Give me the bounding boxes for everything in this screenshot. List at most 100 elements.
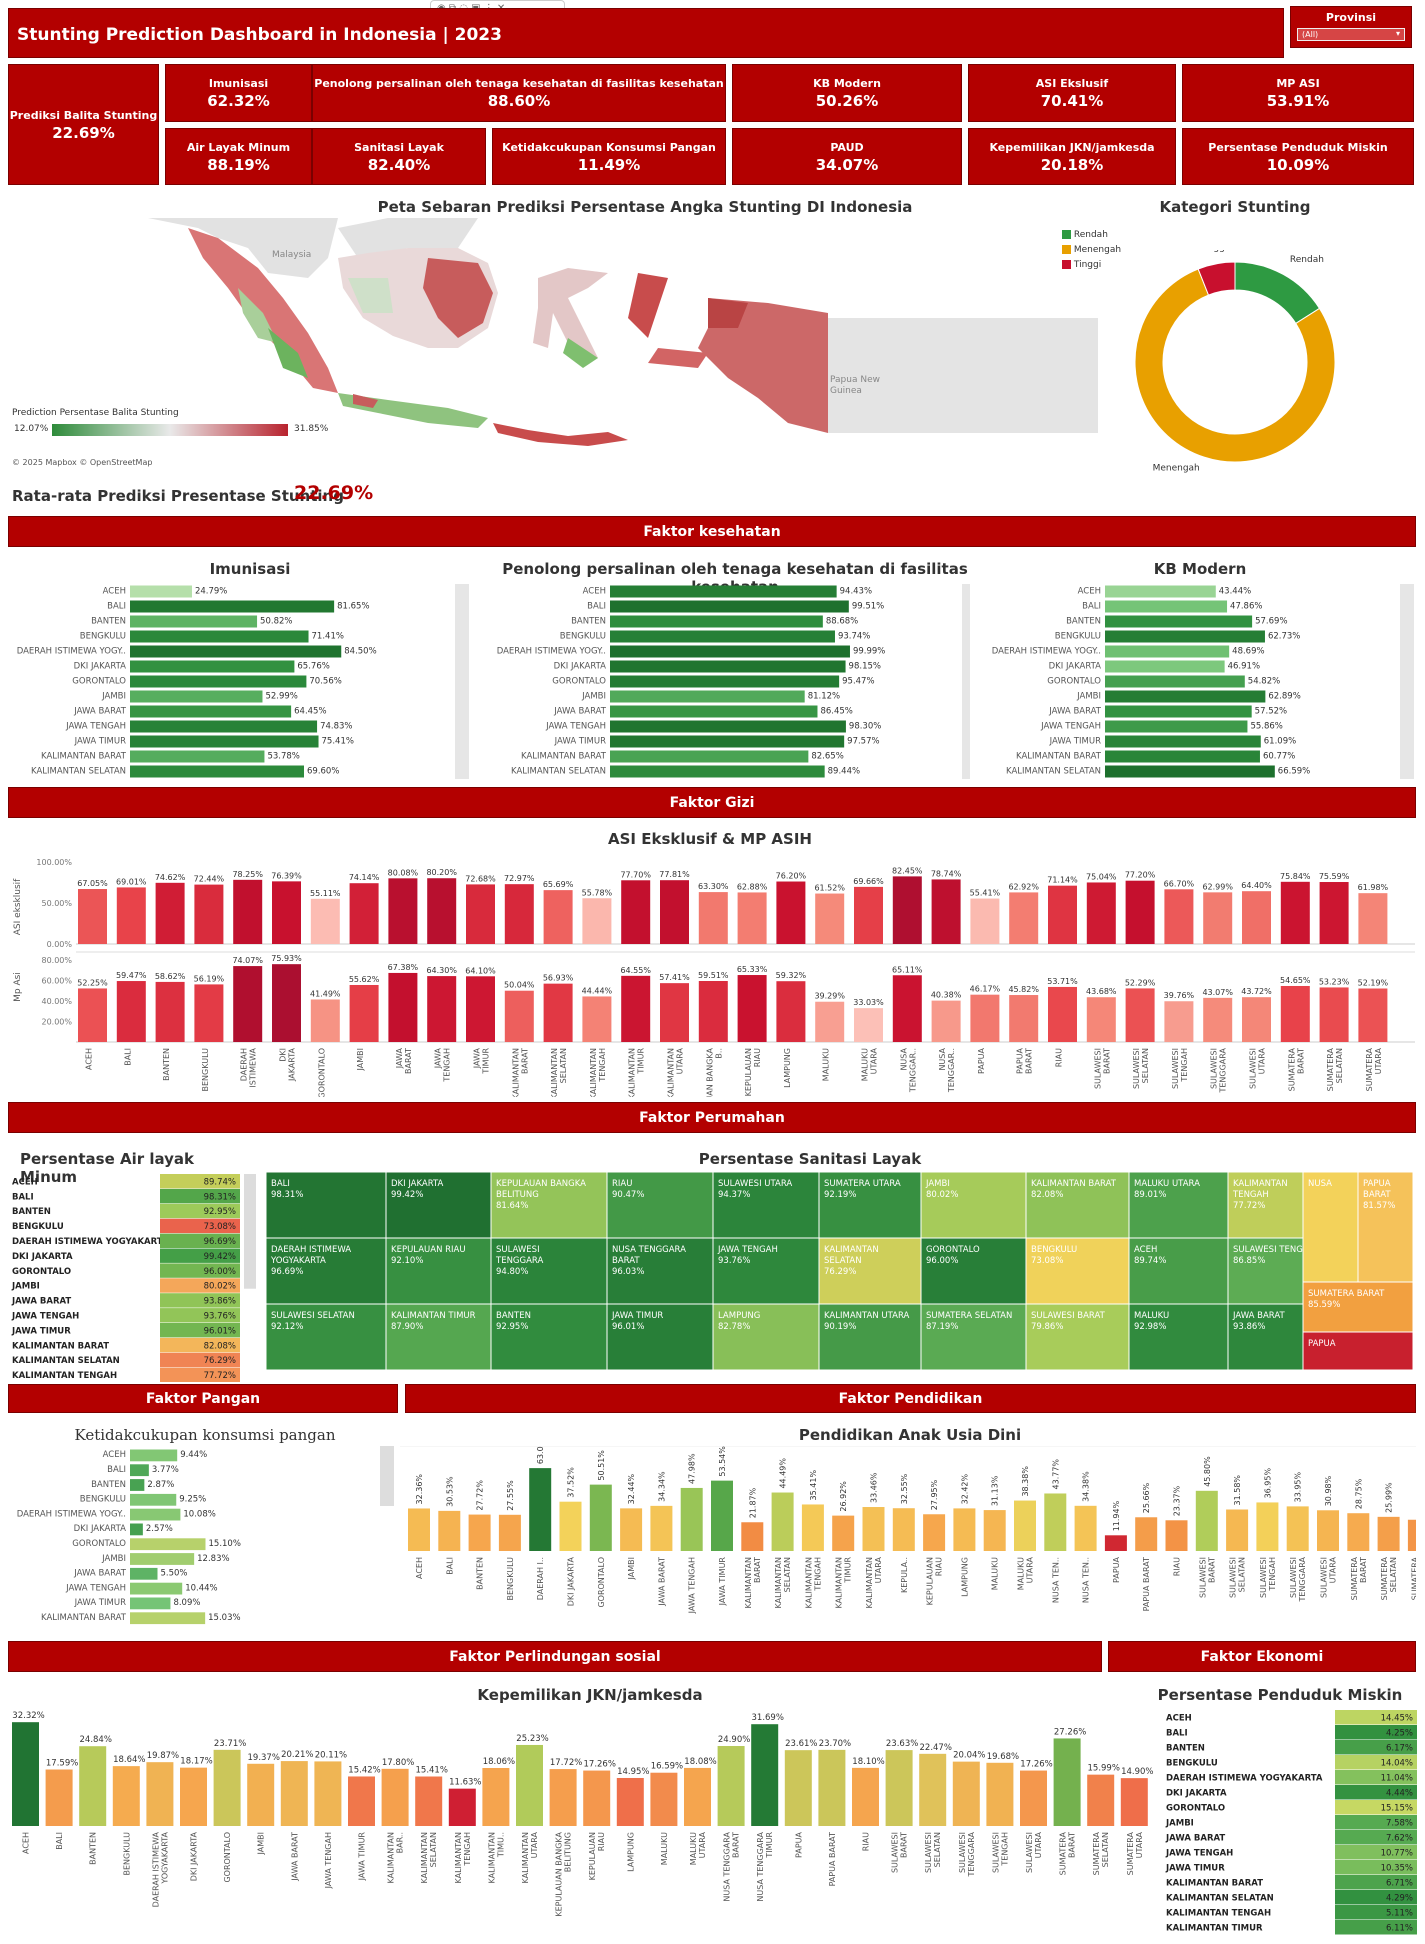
asi-bar[interactable]	[1009, 892, 1039, 944]
imunisasi-chart[interactable]: ACEH 24.79% BALI 81.65% BANTEN 50.82% BENGKULU…	[0, 582, 470, 782]
vbar[interactable]	[415, 1776, 443, 1826]
bar[interactable]	[130, 1553, 195, 1565]
asi-bar[interactable]	[854, 886, 883, 944]
treemap-cell[interactable]	[606, 1303, 714, 1371]
province-filter-select[interactable]: (All) ▾	[1297, 28, 1405, 41]
scrollbar[interactable]	[380, 1446, 394, 1506]
mpasi-bar[interactable]	[388, 972, 418, 1042]
table-cell[interactable]	[1335, 1905, 1417, 1920]
vbar[interactable]	[438, 1510, 461, 1551]
mpasi-bar[interactable]	[116, 981, 146, 1042]
vbar[interactable]	[1256, 1502, 1279, 1551]
asi-bar[interactable]	[1125, 880, 1155, 944]
table-cell[interactable]	[160, 1218, 240, 1234]
treemap-cell[interactable]	[1227, 1303, 1304, 1371]
bar[interactable]	[1105, 705, 1252, 718]
asi-bar[interactable]	[1203, 892, 1233, 944]
bar[interactable]	[610, 690, 805, 703]
treemap-cell[interactable]	[818, 1303, 922, 1371]
vbar[interactable]	[684, 1767, 711, 1826]
map-area[interactable]	[8, 218, 1108, 473]
penolong-chart[interactable]: ACEH 94.43% BALI 99.51% BANTEN 88.68% BENGKULU…	[480, 582, 970, 782]
bar[interactable]	[130, 1464, 149, 1477]
vbar[interactable]	[650, 1772, 678, 1826]
donut-slice-tinggi[interactable]	[1197, 261, 1236, 296]
asi-bar[interactable]	[621, 880, 651, 944]
table-cell[interactable]	[1335, 1920, 1417, 1935]
bar[interactable]	[130, 1538, 206, 1551]
bar[interactable]	[130, 1523, 143, 1536]
bar[interactable]	[130, 705, 292, 718]
mpasi-bar[interactable]	[1319, 987, 1349, 1042]
miskin-chart[interactable]: ACEH 14.45% BALI 4.25% BANTEN 6.17% BENGKULU 14…	[1160, 1708, 1425, 1944]
kpi-ketidakcukupan-konsumsi-pangan[interactable]: Ketidakcukupan Konsumsi Pangan 11.49%	[492, 128, 726, 185]
asi-bar[interactable]	[155, 882, 185, 944]
mpasi-bar[interactable]	[233, 966, 263, 1042]
mpasi-bar[interactable]	[892, 975, 922, 1042]
vbar[interactable]	[247, 1763, 275, 1826]
vbar[interactable]	[1226, 1509, 1249, 1551]
vbar[interactable]	[583, 1770, 611, 1826]
paud-chart[interactable]: 32.36% ACEH 30.53% BALI 27.72% BANTEN 27.55% BE…	[380, 1446, 1416, 1636]
bar[interactable]	[1105, 765, 1275, 778]
asi-bar[interactable]	[233, 879, 263, 944]
treemap-cell[interactable]	[1025, 1172, 1130, 1239]
bar[interactable]	[1105, 645, 1230, 658]
treemap-cell[interactable]	[490, 1303, 608, 1371]
bar[interactable]	[610, 645, 850, 658]
asi-bar[interactable]	[194, 884, 224, 944]
scrollbar[interactable]	[962, 584, 970, 779]
bar[interactable]	[610, 705, 818, 718]
vbar[interactable]	[1377, 1516, 1400, 1551]
vbar[interactable]	[314, 1761, 342, 1826]
bar[interactable]	[130, 720, 318, 733]
bar[interactable]	[130, 1508, 181, 1521]
vbar[interactable]	[448, 1788, 476, 1826]
mpasi-bar[interactable]	[970, 994, 1000, 1042]
table-cell[interactable]	[160, 1174, 240, 1189]
mpasi-bar[interactable]	[621, 975, 651, 1042]
bar[interactable]	[130, 645, 342, 658]
asi-bar[interactable]	[776, 881, 806, 944]
vbar[interactable]	[1053, 1738, 1081, 1826]
table-cell[interactable]	[160, 1233, 240, 1248]
bar[interactable]	[130, 585, 192, 598]
bar[interactable]	[130, 735, 319, 748]
asi-bar[interactable]	[116, 887, 146, 944]
vbar[interactable]	[801, 1504, 824, 1551]
vbar[interactable]	[919, 1753, 947, 1826]
asi-bar[interactable]	[1280, 881, 1310, 944]
mpasi-bar[interactable]	[466, 976, 495, 1042]
bar[interactable]	[130, 600, 335, 613]
vbar[interactable]	[680, 1487, 703, 1551]
bar[interactable]	[130, 1449, 178, 1462]
bar[interactable]	[1105, 720, 1248, 733]
mpasi-bar[interactable]	[1280, 985, 1310, 1042]
bar[interactable]	[130, 675, 307, 688]
vbar[interactable]	[549, 1769, 577, 1826]
bar[interactable]	[130, 765, 304, 778]
vbar[interactable]	[1104, 1535, 1127, 1551]
bar[interactable]	[130, 1567, 158, 1580]
vbar[interactable]	[529, 1468, 552, 1551]
asi-bar[interactable]	[427, 878, 457, 944]
treemap-cell[interactable]	[712, 1172, 820, 1239]
treemap-cell[interactable]	[1128, 1303, 1229, 1371]
donut-slice-rendah[interactable]	[1234, 261, 1321, 325]
vbar[interactable]	[1347, 1513, 1370, 1551]
kpi-penolong-persalinan-oleh-tenaga-kesehatan-di-fasilitas-kesehatan[interactable]: Penolong persalinan oleh tenaga kesehata…	[312, 64, 726, 122]
vbar[interactable]	[12, 1722, 39, 1826]
treemap-cell[interactable]	[818, 1172, 922, 1239]
asi-bar[interactable]	[931, 879, 961, 944]
mpasi-bar[interactable]	[1358, 988, 1388, 1042]
air-chart[interactable]: ACEH 89.74% BALI 98.31% BANTEN 92.95% BENGKULU…	[0, 1172, 262, 1382]
treemap-side-cell[interactable]	[1302, 1331, 1414, 1371]
vbar[interactable]	[1044, 1493, 1067, 1551]
mpasi-bar[interactable]	[272, 964, 301, 1042]
mpasi-bar[interactable]	[155, 981, 185, 1042]
treemap-cell[interactable]	[920, 1237, 1027, 1305]
vbar[interactable]	[892, 1508, 915, 1551]
mpasi-bar[interactable]	[1242, 997, 1271, 1042]
bar[interactable]	[1105, 585, 1216, 598]
